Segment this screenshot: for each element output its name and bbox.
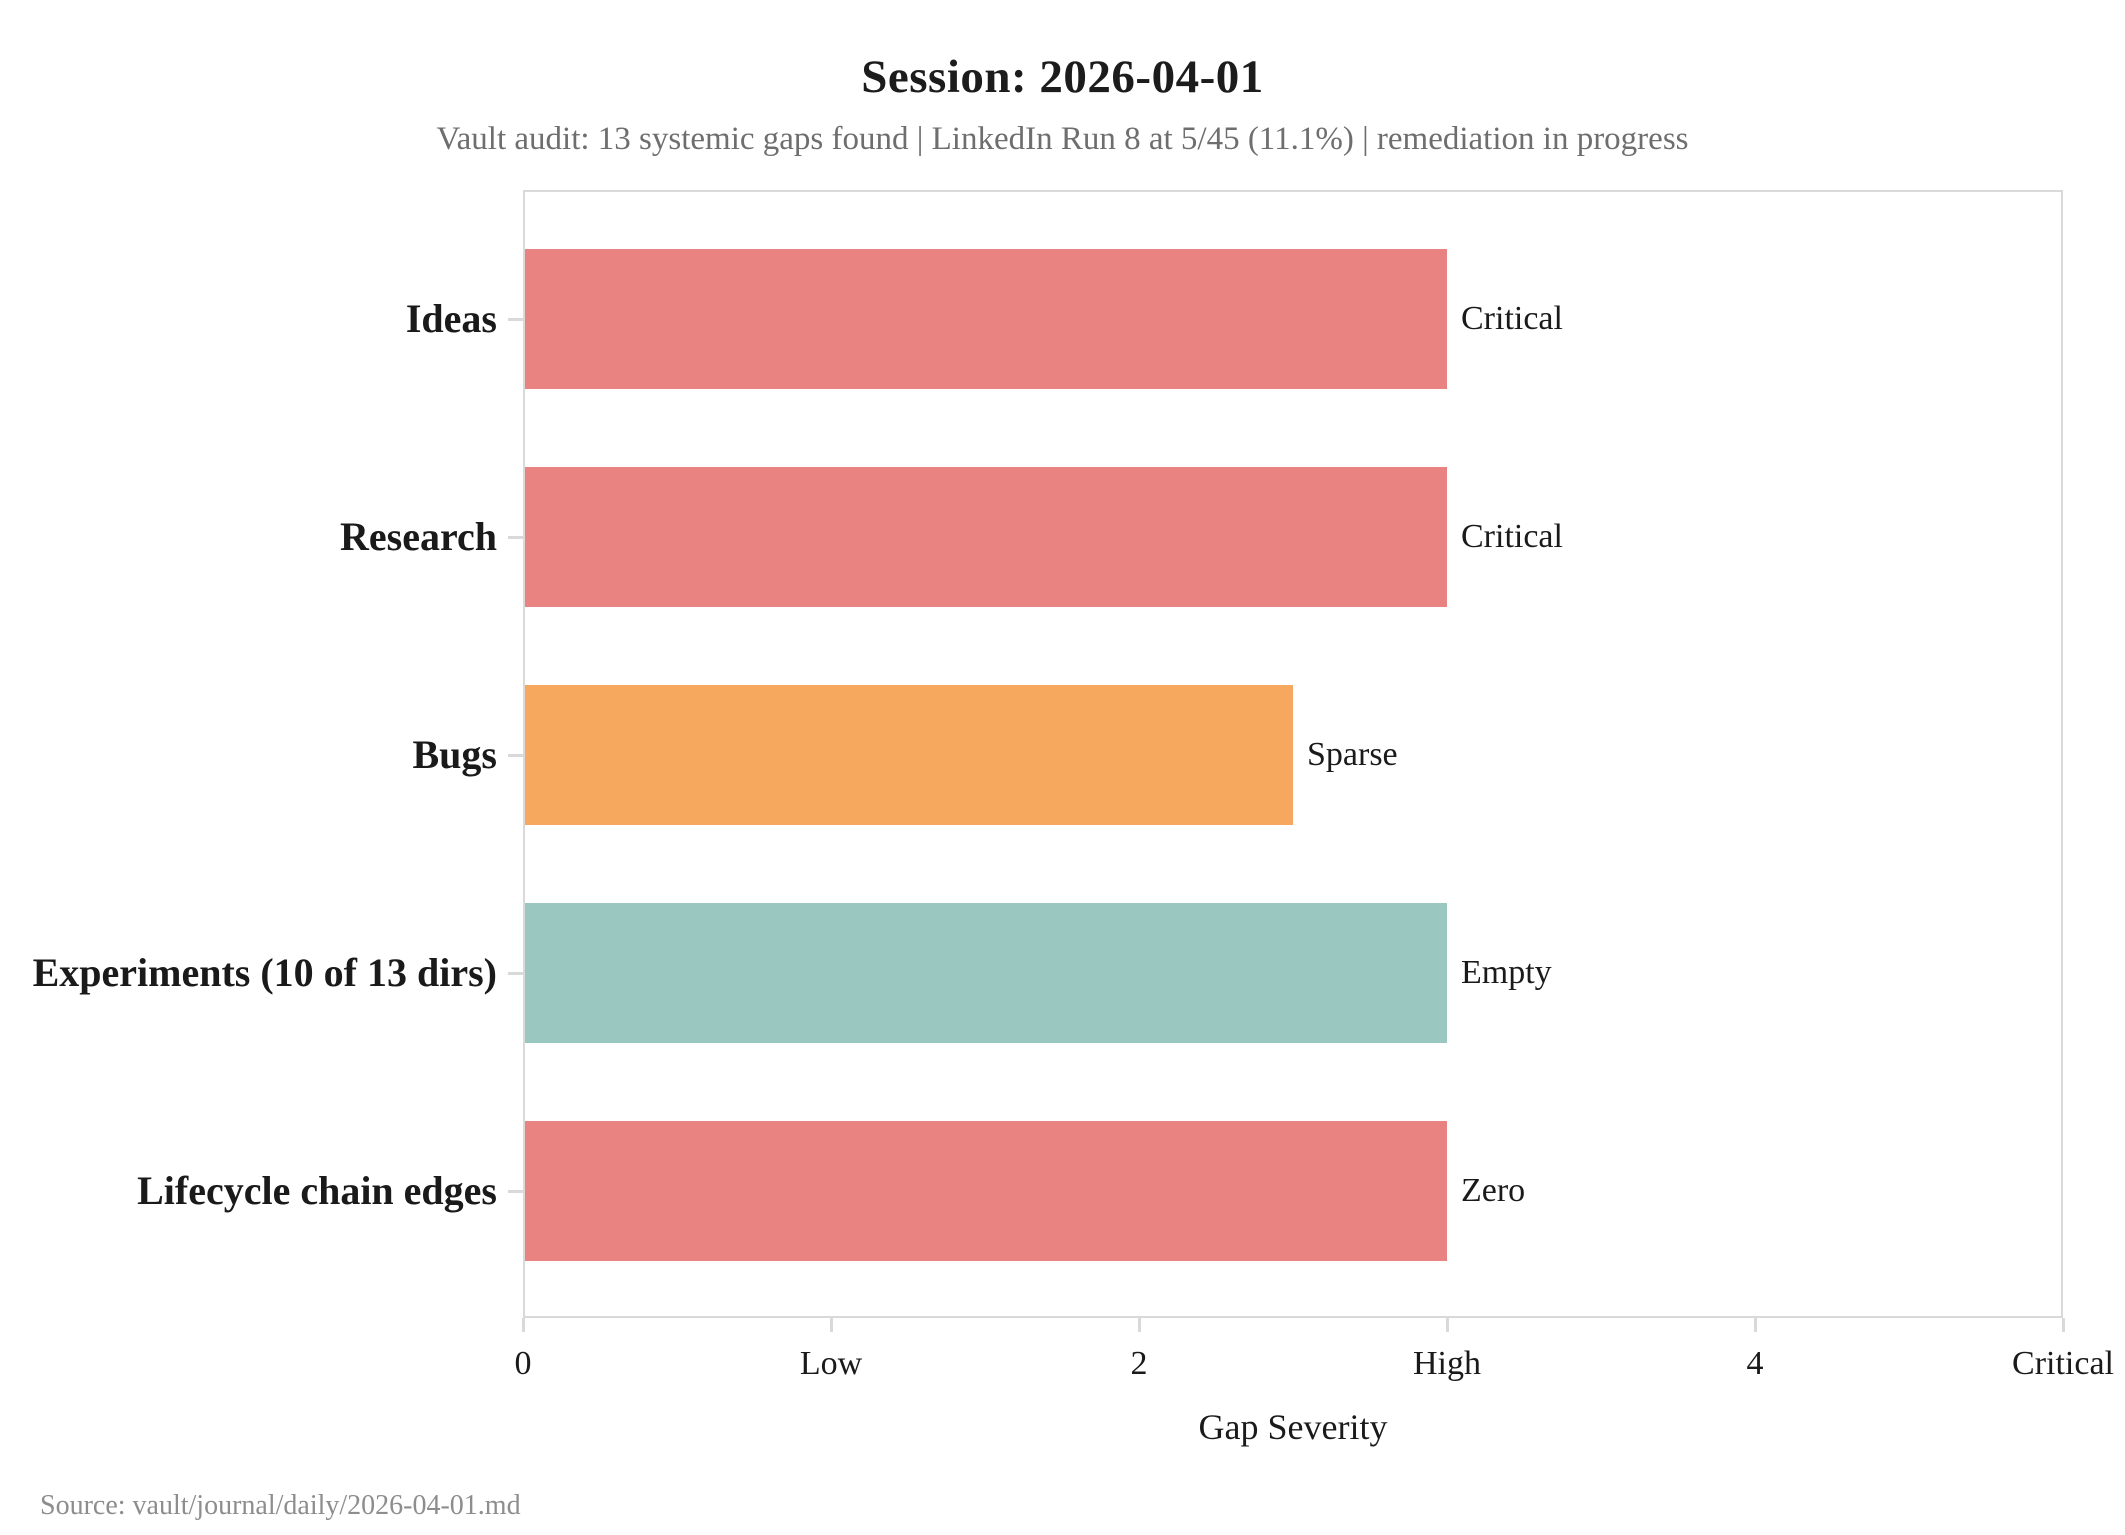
x-tick-mark: [1445, 1318, 1449, 1332]
x-tick-label-2: 2: [1130, 1345, 1148, 1382]
bar-value-label-bugs: Sparse: [1307, 736, 1398, 773]
bar-value-label-experiments-10-of-13-dirs: Empty: [1461, 954, 1552, 991]
x-tick-mark: [521, 1318, 525, 1332]
y-tick-label-lifecycle-chain-edges: Lifecycle chain edges: [137, 1168, 497, 1213]
x-tick-label-high: High: [1413, 1345, 1481, 1382]
bar-value-label-lifecycle-chain-edges: Zero: [1461, 1172, 1526, 1209]
source-note: Source: vault/journal/daily/2026-04-01.m…: [40, 1490, 521, 1521]
x-tick-label-low: Low: [799, 1345, 863, 1382]
y-tick-mark: [508, 1189, 523, 1193]
y-tick-mark: [508, 317, 523, 321]
y-tick-label-bugs: Bugs: [412, 732, 498, 777]
y-tick-mark: [508, 753, 523, 757]
y-tick-mark: [508, 535, 523, 539]
x-tick-label-4: 4: [1746, 1345, 1764, 1382]
y-tick-label-experiments-10-of-13-dirs: Experiments (10 of 13 dirs): [32, 950, 497, 995]
x-axis-title: Gap Severity: [1198, 1407, 1388, 1447]
bar-ideas: [525, 249, 1447, 389]
x-tick-mark: [2061, 1318, 2065, 1332]
bar-research: [525, 467, 1447, 607]
y-tick-label-research: Research: [340, 514, 497, 559]
y-tick-label-ideas: Ideas: [405, 296, 497, 341]
x-tick-mark: [829, 1318, 833, 1332]
x-tick-label-critical: Critical: [2012, 1345, 2114, 1382]
bar-lifecycle-chain-edges: [525, 1121, 1447, 1261]
bar-experiments-10-of-13-dirs: [525, 903, 1447, 1043]
chart-subtitle: Vault audit: 13 systemic gaps found | Li…: [436, 121, 1689, 157]
bar-bugs: [525, 685, 1293, 825]
x-tick-label-0: 0: [514, 1345, 532, 1382]
x-tick-mark: [1753, 1318, 1757, 1332]
chart-title: Session: 2026-04-01: [861, 51, 1264, 103]
bar-value-label-ideas: Critical: [1461, 300, 1563, 337]
bar-value-label-research: Critical: [1461, 518, 1563, 555]
x-tick-mark: [1137, 1318, 1141, 1332]
y-tick-mark: [508, 971, 523, 975]
